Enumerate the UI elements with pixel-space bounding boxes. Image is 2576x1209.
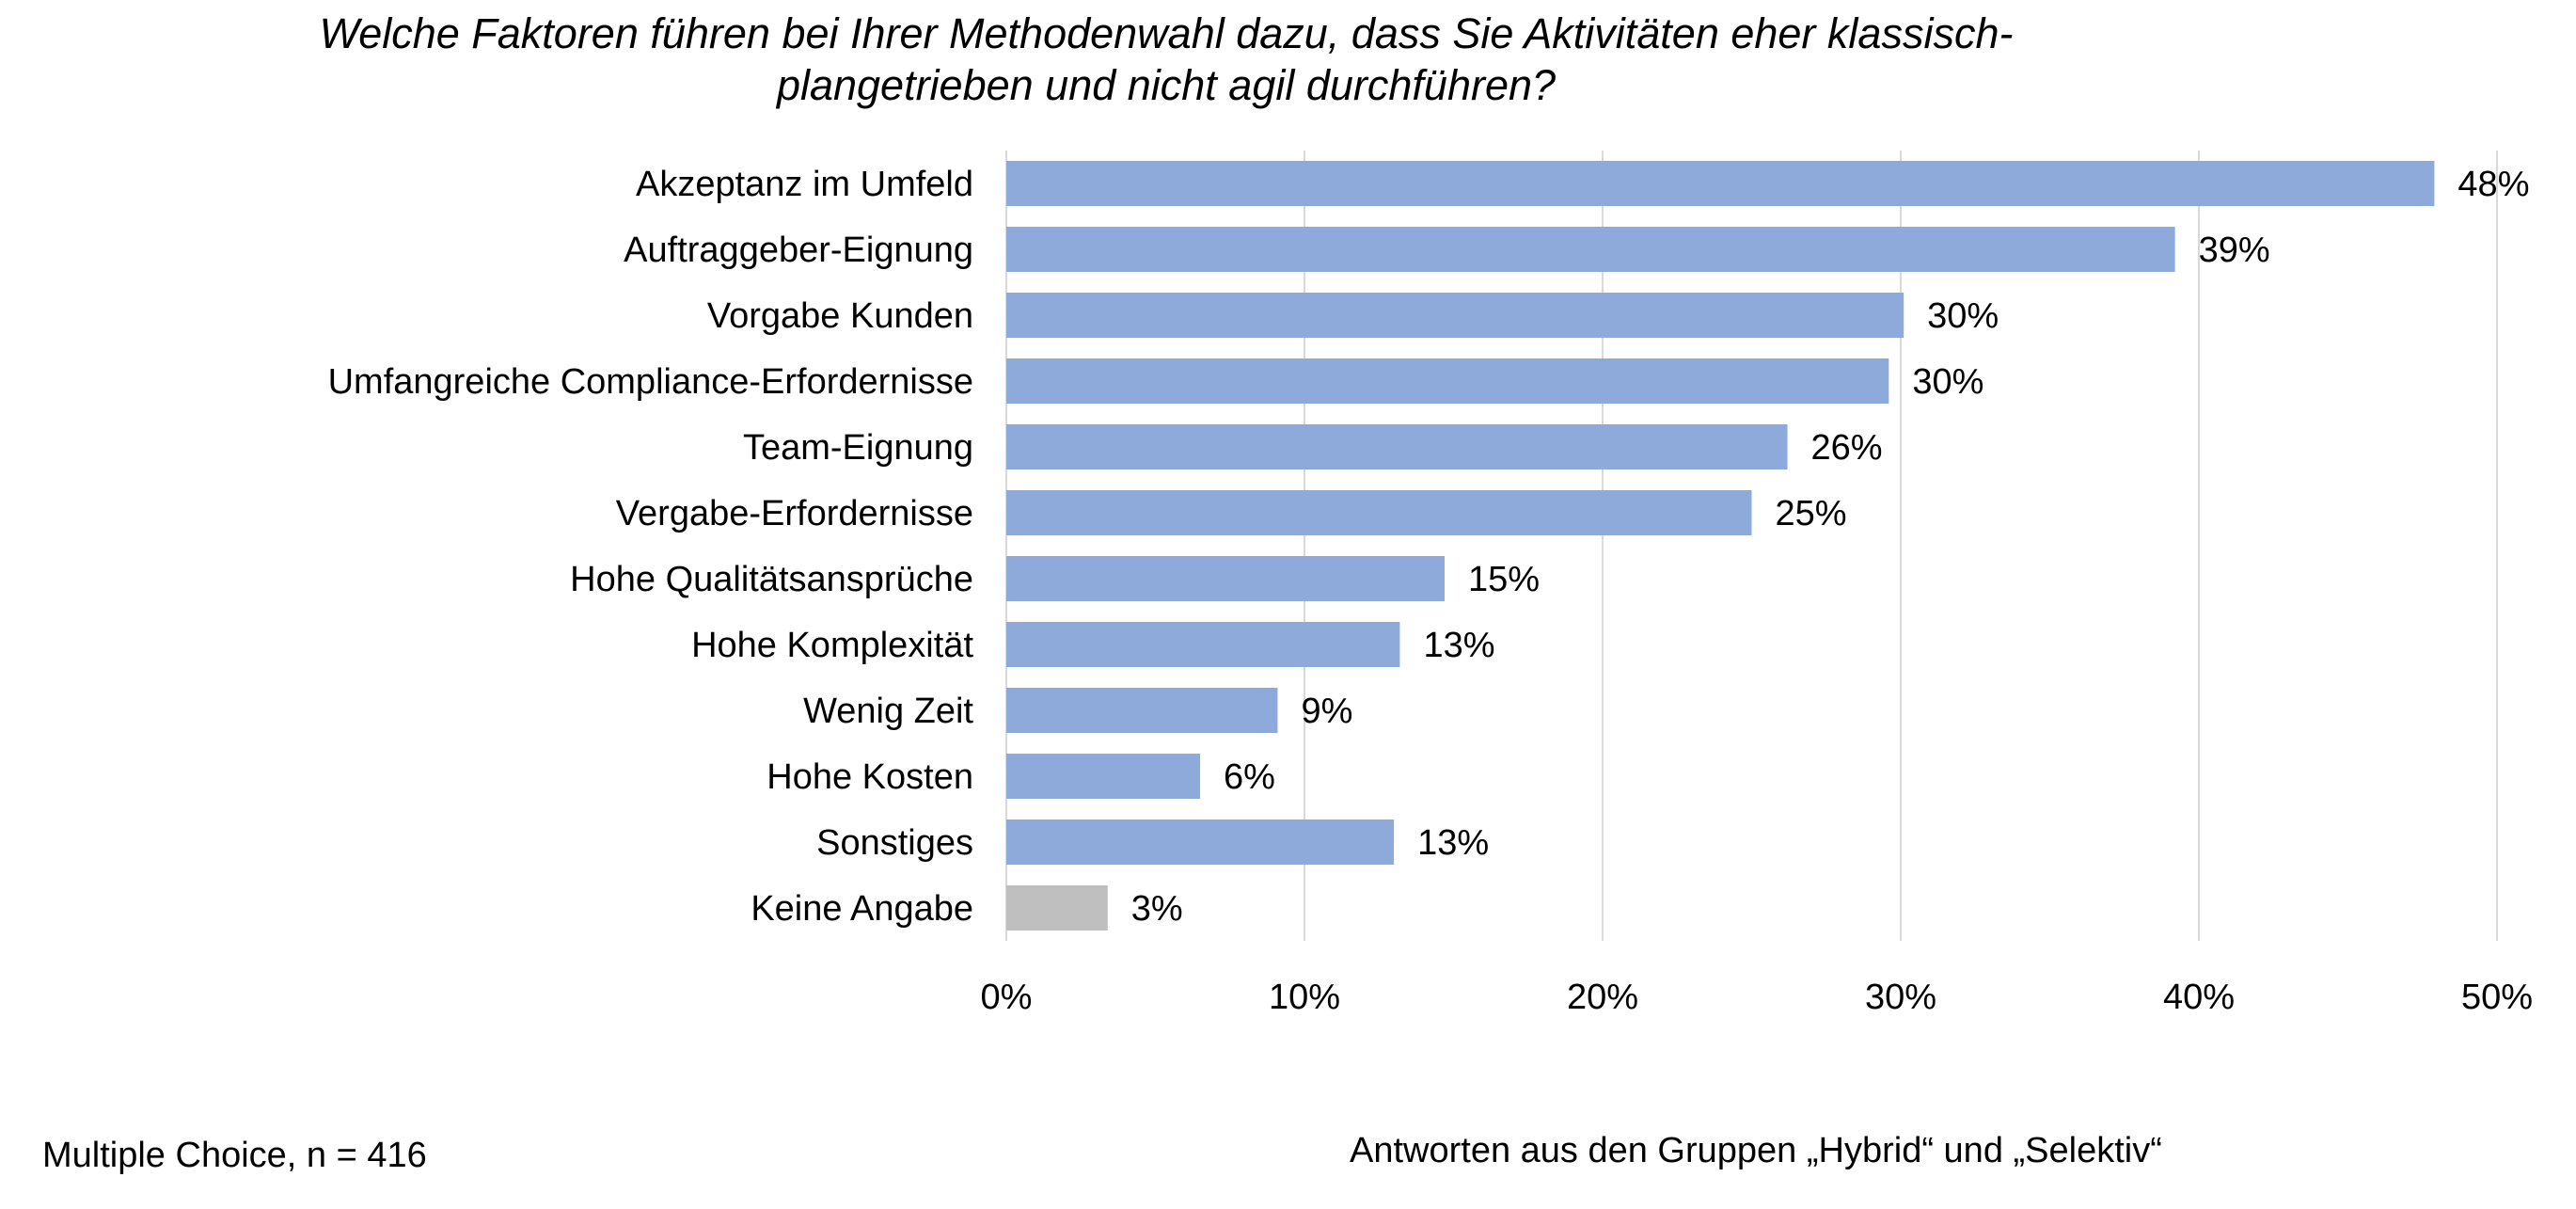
chart-title-line-2: plangetrieben und nicht agil durchführen… xyxy=(776,61,1557,109)
gridlines xyxy=(1005,151,2498,941)
x-tick-label: 20% xyxy=(1567,978,1638,1017)
data-label: 30% xyxy=(1927,296,1999,336)
category-label: Hohe Kosten xyxy=(766,757,973,797)
category-label: Keine Angabe xyxy=(751,889,973,929)
bar xyxy=(1006,358,1889,404)
bar xyxy=(1006,293,1904,338)
labels: 0% 10% 20% 30% 40% 50% Akzeptanz im Umfeld 48% A… xyxy=(328,165,2533,1017)
bar xyxy=(1006,819,1395,865)
bar xyxy=(1006,885,1108,931)
data-label: 13% xyxy=(1417,823,1489,863)
category-label: Auftraggeber-Eignung xyxy=(624,231,973,270)
bar xyxy=(1006,556,1445,601)
footnote-groups: Antworten aus den Gruppen „Hybrid“ und „… xyxy=(1350,1131,2162,1170)
category-label: Akzeptanz im Umfeld xyxy=(636,165,973,204)
bar xyxy=(1006,227,2175,272)
bar xyxy=(1006,622,1400,667)
x-tick-label: 50% xyxy=(2461,978,2533,1017)
data-label: 30% xyxy=(1912,362,1983,402)
category-label: Sonstiges xyxy=(816,823,973,863)
x-tick-label: 10% xyxy=(1269,978,1340,1017)
data-label: 13% xyxy=(1423,626,1494,665)
bar xyxy=(1006,688,1278,733)
bar xyxy=(1006,490,1752,535)
data-label: 15% xyxy=(1468,560,1540,599)
data-label: 39% xyxy=(2199,231,2270,270)
chart-title: Welche Faktoren führen bei Ihrer Methode… xyxy=(282,8,2050,111)
category-label: Hohe Komplexität xyxy=(691,626,973,665)
x-tick-label: 40% xyxy=(2163,978,2235,1017)
category-label: Hohe Qualitätsansprüche xyxy=(570,560,973,599)
bar xyxy=(1006,754,1201,799)
data-label: 25% xyxy=(1776,494,1847,533)
x-tick-label: 30% xyxy=(1865,978,1936,1017)
data-label: 48% xyxy=(2457,165,2529,204)
data-label: 6% xyxy=(1224,757,1275,797)
data-label: 9% xyxy=(1301,692,1352,731)
data-label: 3% xyxy=(1131,889,1183,929)
x-tick-label: 0% xyxy=(981,978,1033,1017)
category-label: Team-Eignung xyxy=(743,428,973,468)
bars xyxy=(1006,161,2435,931)
category-label: Wenig Zeit xyxy=(803,692,973,731)
bar xyxy=(1006,424,1788,469)
footnote-sample-size: Multiple Choice, n = 416 xyxy=(42,1136,427,1175)
category-label: Umfangreiche Compliance-Erfordernisse xyxy=(328,362,973,402)
bar xyxy=(1006,161,2435,206)
data-label: 26% xyxy=(1811,428,1883,468)
category-label: Vorgabe Kunden xyxy=(707,296,973,336)
chart-title-line-1: Welche Faktoren führen bei Ihrer Methode… xyxy=(319,9,2014,57)
category-label: Vergabe-Erfordernisse xyxy=(616,494,973,533)
